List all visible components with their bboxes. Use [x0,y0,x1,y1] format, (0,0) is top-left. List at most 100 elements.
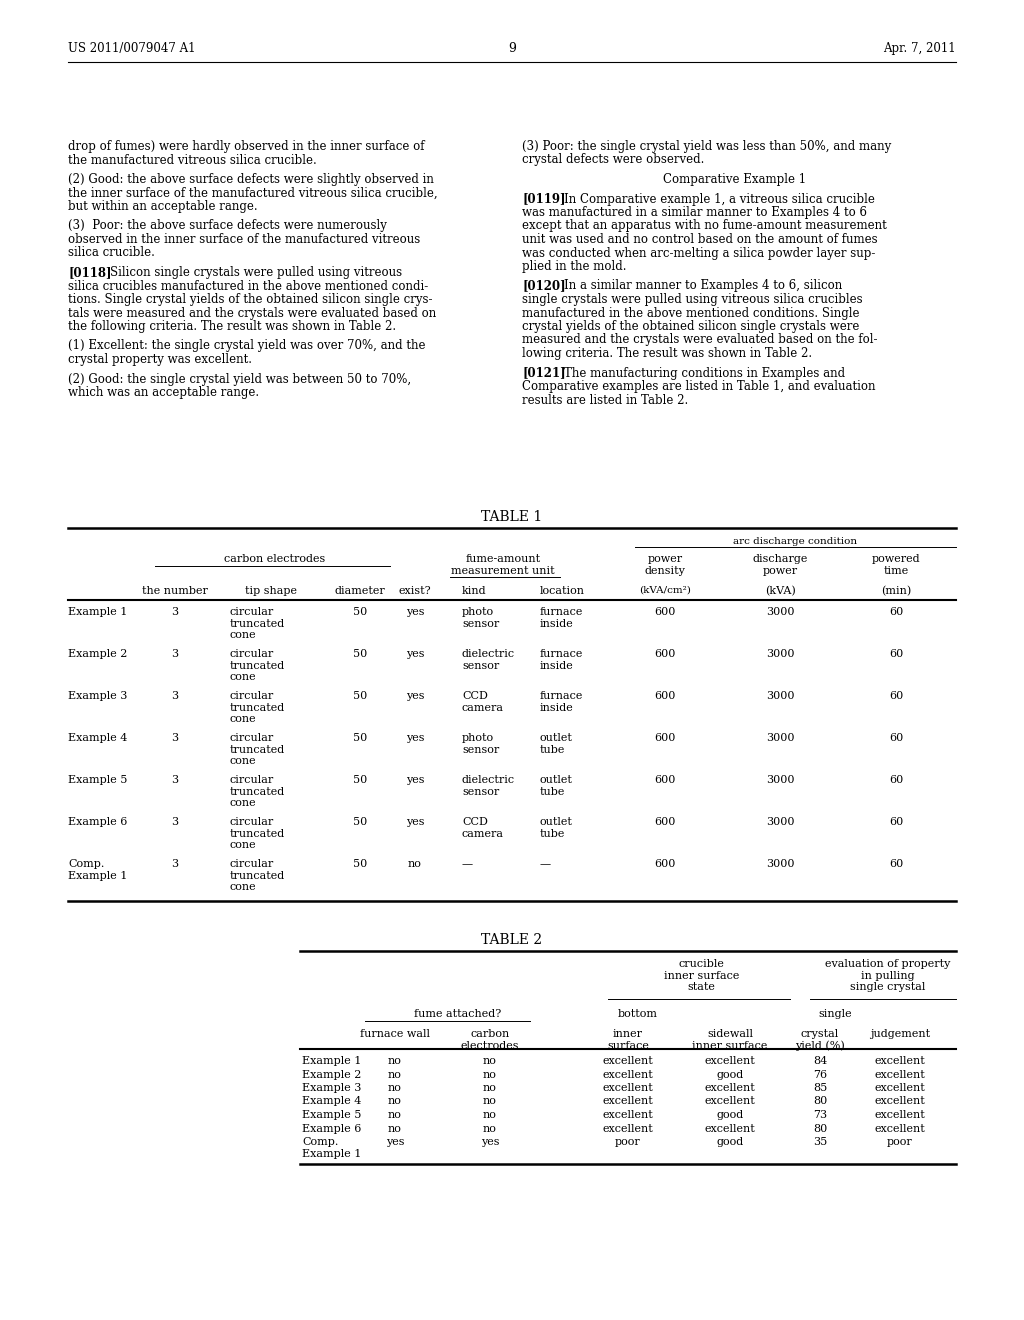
Text: 3000: 3000 [766,775,795,785]
Text: no: no [388,1123,402,1134]
Text: yes: yes [406,690,424,701]
Text: 60: 60 [889,690,903,701]
Text: 85: 85 [813,1082,827,1093]
Text: 60: 60 [889,859,903,869]
Text: yes: yes [386,1137,404,1147]
Text: Example 5: Example 5 [302,1110,361,1119]
Text: excellent: excellent [705,1097,756,1106]
Text: tals were measured and the crystals were evaluated based on: tals were measured and the crystals were… [68,306,436,319]
Text: silica crucibles manufactured in the above mentioned condi-: silica crucibles manufactured in the abo… [68,280,428,293]
Text: circular
truncated
cone: circular truncated cone [230,649,286,682]
Text: (min): (min) [881,586,911,597]
Text: US 2011/0079047 A1: US 2011/0079047 A1 [68,42,196,55]
Text: 9: 9 [508,42,516,55]
Text: excellent: excellent [705,1082,756,1093]
Text: excellent: excellent [603,1082,653,1093]
Text: but within an acceptable range.: but within an acceptable range. [68,201,258,213]
Text: 3000: 3000 [766,817,795,828]
Text: crystal yields of the obtained silicon single crystals were: crystal yields of the obtained silicon s… [522,319,859,333]
Text: excellent: excellent [874,1056,926,1067]
Text: Comp.
Example 1: Comp. Example 1 [68,859,127,880]
Text: furnace
inside: furnace inside [540,690,584,713]
Text: (kVA): (kVA) [765,586,796,597]
Text: which was an acceptable range.: which was an acceptable range. [68,385,259,399]
Text: judgement: judgement [870,1030,930,1039]
Text: (3)  Poor: the above surface defects were numerously: (3) Poor: the above surface defects were… [68,219,387,232]
Text: Example 3: Example 3 [68,690,127,701]
Text: 3: 3 [171,775,178,785]
Text: circular
truncated
cone: circular truncated cone [230,859,286,892]
Text: the inner surface of the manufactured vitreous silica crucible,: the inner surface of the manufactured vi… [68,186,437,199]
Text: outlet
tube: outlet tube [540,775,572,796]
Text: excellent: excellent [603,1056,653,1067]
Text: (1) Excellent: the single crystal yield was over 70%, and the: (1) Excellent: the single crystal yield … [68,339,426,352]
Text: arc discharge condition: arc discharge condition [733,537,857,546]
Text: 3000: 3000 [766,607,795,616]
Text: outlet
tube: outlet tube [540,733,572,755]
Text: 60: 60 [889,775,903,785]
Text: Comparative Example 1: Comparative Example 1 [663,173,806,186]
Text: no: no [388,1082,402,1093]
Text: 3: 3 [171,859,178,869]
Text: 50: 50 [353,775,368,785]
Text: excellent: excellent [603,1123,653,1134]
Text: bottom: bottom [618,1008,658,1019]
Text: CCD
camera: CCD camera [462,690,504,713]
Text: 84: 84 [813,1056,827,1067]
Text: excellent: excellent [874,1069,926,1080]
Text: drop of fumes) were hardly observed in the inner surface of: drop of fumes) were hardly observed in t… [68,140,425,153]
Text: Example 3: Example 3 [302,1082,361,1093]
Text: furnace
inside: furnace inside [540,649,584,671]
Text: evaluation of property
in pulling
single crystal: evaluation of property in pulling single… [825,960,950,993]
Text: Example 1: Example 1 [302,1056,361,1067]
Text: 3000: 3000 [766,859,795,869]
Text: outlet
tube: outlet tube [540,817,572,838]
Text: location: location [540,586,585,597]
Text: 50: 50 [353,817,368,828]
Text: photo
sensor: photo sensor [462,607,500,628]
Text: inner
surface: inner surface [607,1030,649,1051]
Text: no: no [483,1123,497,1134]
Text: yes: yes [406,817,424,828]
Text: photo
sensor: photo sensor [462,733,500,755]
Text: tions. Single crystal yields of the obtained silicon single crys-: tions. Single crystal yields of the obta… [68,293,432,306]
Text: results are listed in Table 2.: results are listed in Table 2. [522,393,688,407]
Text: Example 4: Example 4 [302,1097,361,1106]
Text: 50: 50 [353,690,368,701]
Text: 600: 600 [654,649,676,659]
Text: fume attached?: fume attached? [414,1008,501,1019]
Text: Example 5: Example 5 [68,775,127,785]
Text: —: — [540,859,551,869]
Text: Example 6: Example 6 [302,1123,361,1134]
Text: 73: 73 [813,1110,827,1119]
Text: was conducted when arc-melting a silica powder layer sup-: was conducted when arc-melting a silica … [522,247,876,260]
Text: crystal property was excellent.: crystal property was excellent. [68,352,252,366]
Text: no: no [483,1056,497,1067]
Text: furnace
inside: furnace inside [540,607,584,628]
Text: no: no [483,1069,497,1080]
Text: circular
truncated
cone: circular truncated cone [230,817,286,850]
Text: circular
truncated
cone: circular truncated cone [230,733,286,766]
Text: 50: 50 [353,733,368,743]
Text: poor: poor [615,1137,641,1147]
Text: 50: 50 [353,607,368,616]
Text: excellent: excellent [603,1097,653,1106]
Text: the following criteria. The result was shown in Table 2.: the following criteria. The result was s… [68,319,396,333]
Text: good: good [717,1069,743,1080]
Text: Example 4: Example 4 [68,733,127,743]
Text: [0119]: [0119] [522,193,565,206]
Text: exist?: exist? [398,586,431,597]
Text: Silicon single crystals were pulled using vitreous: Silicon single crystals were pulled usin… [94,267,401,279]
Text: crystal defects were observed.: crystal defects were observed. [522,153,705,166]
Text: The manufacturing conditions in Examples and: The manufacturing conditions in Examples… [549,367,845,380]
Text: 76: 76 [813,1069,827,1080]
Text: tip shape: tip shape [245,586,297,597]
Text: 50: 50 [353,649,368,659]
Text: 3000: 3000 [766,733,795,743]
Text: single: single [818,1008,852,1019]
Text: no: no [388,1097,402,1106]
Text: 600: 600 [654,690,676,701]
Text: powered
time: powered time [871,554,921,576]
Text: excellent: excellent [603,1069,653,1080]
Text: no: no [408,859,422,869]
